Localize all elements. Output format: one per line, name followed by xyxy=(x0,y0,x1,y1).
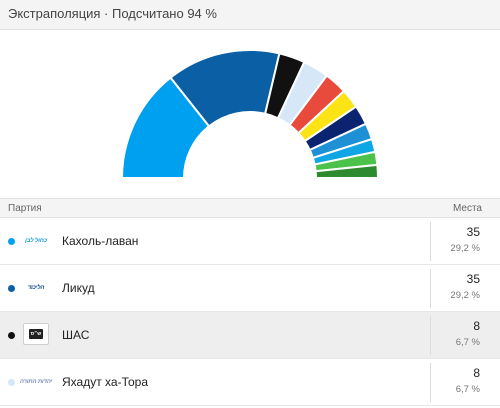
seat-count: 8 xyxy=(473,319,480,333)
seat-count: 35 xyxy=(466,225,480,239)
blue-white-logo-icon: כחול לבן xyxy=(25,238,47,244)
party-row-utj[interactable]: יהדות התורה Яхадут ха-Тора 8 6,7 % xyxy=(0,359,500,406)
party-name: ШАС xyxy=(62,328,90,342)
party-row-likud[interactable]: הליכוד Ликуд 35 29,2 % xyxy=(0,265,500,312)
seat-count: 8 xyxy=(473,366,480,380)
party-color-dot xyxy=(8,379,15,386)
party-color-dot xyxy=(8,238,15,245)
party-color-dot xyxy=(8,332,15,339)
header-title: Экстраполяция · Подсчитано 94 % xyxy=(8,6,217,21)
seat-count: 35 xyxy=(466,272,480,286)
seat-cell: 35 29,2 % xyxy=(430,269,492,308)
party-column-header: Партия xyxy=(8,203,42,214)
results-table-header: Партия Места xyxy=(0,198,500,218)
vote-percent: 6,7 % xyxy=(455,337,480,348)
seats-column-header: Места xyxy=(452,203,482,214)
seat-cell: 8 6,7 % xyxy=(430,363,492,402)
status-header: Экстраполяция · Подсчитано 94 % xyxy=(0,0,500,30)
party-row-kahol-lavan[interactable]: כחול לבן Кахоль-лаван 35 29,2 % xyxy=(0,218,500,265)
parliament-arc-chart xyxy=(120,49,380,179)
vote-percent: 29,2 % xyxy=(450,243,480,254)
vote-percent: 6,7 % xyxy=(455,384,480,395)
party-name: Ликуд xyxy=(62,281,95,295)
vote-percent: 29,2 % xyxy=(450,290,480,301)
party-color-dot xyxy=(8,285,15,292)
seat-cell: 35 29,2 % xyxy=(430,222,492,261)
utj-logo-icon: יהדות התורה xyxy=(19,379,53,385)
seat-chart xyxy=(0,30,500,190)
likud-logo-icon: הליכוד xyxy=(27,285,45,291)
party-row-shas[interactable]: ש״ס ШАС 8 6,7 % xyxy=(0,312,500,359)
shas-logo-icon: ש״ס xyxy=(22,322,50,345)
arc-segment-10 xyxy=(314,163,380,179)
party-name: Яхадут ха-Тора xyxy=(62,375,148,389)
seat-cell: 8 6,7 % xyxy=(430,316,492,355)
party-name: Кахоль-лаван xyxy=(62,234,139,248)
